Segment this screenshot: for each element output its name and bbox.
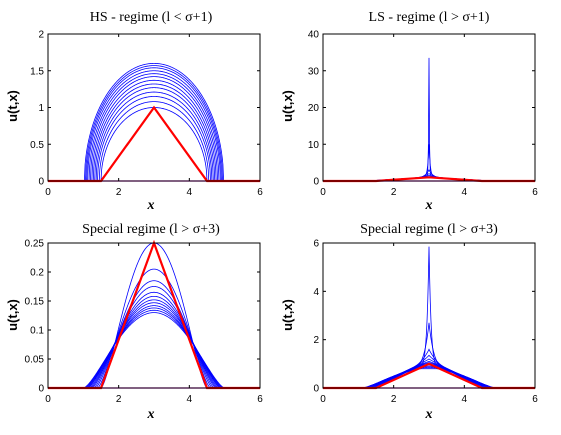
- y-tick-label: 0.2: [30, 268, 44, 279]
- solution-profile-line: [87, 302, 221, 389]
- solution-profile-line: [98, 101, 210, 182]
- y-axis-label: u(t,x): [280, 299, 295, 331]
- x-tick-label: 2: [116, 394, 122, 405]
- plot-frame: [47, 242, 261, 389]
- y-tick-label: 0.5: [30, 140, 44, 151]
- x-tick-label: 2: [391, 187, 397, 198]
- x-tick-label: 4: [187, 187, 193, 198]
- x-tick-label: 6: [532, 394, 538, 405]
- plot-curves: [323, 57, 535, 183]
- x-tick-label: 6: [257, 187, 263, 198]
- solution-profile-line: [95, 91, 213, 182]
- y-tick-label: 2: [313, 335, 319, 346]
- y-tick-label: 4: [313, 287, 319, 298]
- chart-panel-special-regime-right: Special regime (l > σ+3) u(t,x) x 0 2 4 6 0 2…: [280, 222, 538, 422]
- y-tick-label: 10: [308, 140, 320, 151]
- x-axis-label: x: [425, 198, 433, 213]
- y-axis-label: u(t,x): [5, 90, 20, 122]
- x-tick-label: 0: [320, 394, 326, 405]
- axis-ticks: 0 2 4 6 0 0.05 0.1 0.15 0.2 0.25: [25, 239, 264, 406]
- solution-profile-line: [97, 96, 211, 182]
- solution-profile-line: [100, 242, 208, 389]
- solution-profile-line: [88, 73, 220, 182]
- solution-profile-line: [86, 67, 222, 182]
- y-tick-label: 40: [308, 30, 320, 41]
- chart-title: Special regime (l > σ+3): [360, 222, 498, 237]
- solution-profile-line: [370, 367, 488, 389]
- solution-profile-line: [363, 322, 495, 389]
- solution-profile-line: [95, 280, 213, 389]
- solution-profile-line: [365, 246, 493, 389]
- plot-curves: [323, 246, 535, 390]
- x-axis-label: x: [425, 407, 433, 422]
- solution-profile-line: [94, 87, 214, 182]
- axis-ticks: 0 2 4 6 0 0.5 1 1.5 2: [30, 30, 263, 199]
- initial-profile-line: [48, 105, 260, 183]
- chart-title: Special regime (l > σ+3): [82, 222, 220, 237]
- y-tick-label: 1: [38, 103, 44, 114]
- y-tick-label: 0.1: [30, 326, 44, 337]
- x-tick-label: 6: [257, 394, 263, 405]
- solution-profile-line: [93, 286, 215, 389]
- chart-panel-hs-regime: HS - regime (l < σ+1) u(t,x) x 0 2 4 6 0 0.5 1…: [5, 10, 263, 213]
- x-tick-label: 0: [320, 187, 326, 198]
- solution-profile-line: [85, 65, 223, 182]
- y-tick-label: 30: [308, 66, 320, 77]
- solution-profile-line: [97, 268, 211, 389]
- y-tick-label: 0: [38, 384, 44, 395]
- y-tick-label: 1.5: [30, 66, 44, 77]
- chart-panel-ls-regime: LS - regime (l > σ+1) u(t,x) x 0 2 4 6 0 10 20…: [280, 10, 538, 213]
- solution-profile-line: [88, 299, 220, 389]
- plot-curves: [48, 239, 260, 390]
- solution-profile-line: [365, 57, 493, 182]
- chart-title: HS - regime (l < σ+1): [90, 10, 213, 25]
- x-axis-label: x: [147, 198, 155, 213]
- x-tick-label: 2: [116, 187, 122, 198]
- plot-curves: [48, 62, 260, 183]
- x-axis-label: x: [147, 407, 155, 422]
- x-tick-label: 4: [462, 187, 468, 198]
- solution-profile-line: [83, 312, 225, 389]
- chart-panel-special-regime-left: Special regime (l > σ+3) u(t,x) x 0 2 4 600…: [5, 222, 263, 422]
- y-tick-label: 2: [38, 30, 44, 41]
- y-tick-label: 0.05: [25, 355, 45, 366]
- y-tick-label: 20: [308, 103, 320, 114]
- solution-profile-line: [368, 365, 490, 389]
- chart-title: LS - regime (l > σ+1): [369, 10, 490, 25]
- initial-profile-line: [48, 239, 260, 390]
- x-tick-label: 0: [45, 187, 51, 198]
- solution-profile-line: [92, 83, 216, 182]
- y-tick-label: 6: [313, 239, 319, 250]
- axis-ticks: 0 2 4 6 0 10 20 30 40: [308, 30, 538, 199]
- solution-profile-line: [90, 76, 218, 182]
- solution-profile-line: [100, 107, 208, 182]
- y-tick-label: 0: [38, 177, 44, 188]
- y-tick-label: 0: [313, 177, 319, 188]
- x-tick-label: 4: [462, 394, 468, 405]
- plot-frame: [322, 242, 536, 389]
- solution-profile-line: [91, 79, 217, 182]
- axis-ticks: 0 2 4 6 0 2 4 6: [313, 239, 538, 406]
- x-tick-label: 2: [391, 394, 397, 405]
- y-axis-label: u(t,x): [5, 299, 20, 331]
- x-tick-label: 4: [187, 394, 193, 405]
- y-tick-label: 0.15: [25, 297, 45, 308]
- solution-profile-line: [87, 70, 221, 182]
- x-tick-label: 0: [45, 394, 51, 405]
- y-tick-label: 0.25: [25, 239, 45, 250]
- y-axis-label: u(t,x): [280, 90, 295, 122]
- y-tick-label: 0: [313, 384, 319, 395]
- solution-profile-line: [83, 62, 225, 182]
- x-tick-label: 6: [532, 187, 538, 198]
- solution-profile-line: [91, 291, 217, 389]
